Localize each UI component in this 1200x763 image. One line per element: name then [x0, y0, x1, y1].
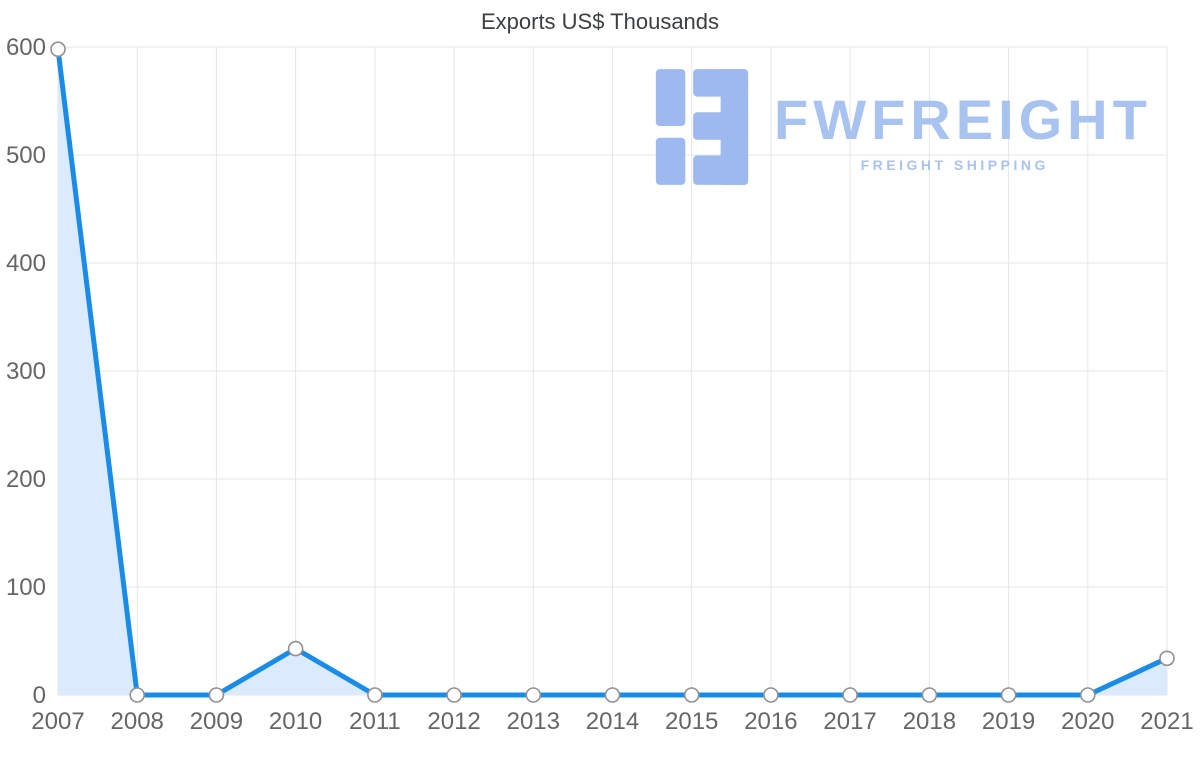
x-tick-label: 2012: [427, 708, 480, 735]
y-tick-label: 100: [6, 574, 46, 601]
x-tick-label: 2021: [1140, 708, 1193, 735]
data-point[interactable]: [683, 687, 700, 703]
y-tick-label: 0: [33, 682, 46, 709]
data-point[interactable]: [842, 687, 858, 703]
y-tick-label: 500: [6, 142, 46, 169]
data-points: [50, 41, 1175, 703]
x-tick-label: 2017: [823, 708, 876, 735]
x-tick-label: 2019: [982, 708, 1035, 735]
y-tick-label: 300: [6, 358, 46, 385]
y-tick-label: 400: [6, 250, 46, 277]
y-tick-label: 600: [6, 34, 46, 61]
data-point[interactable]: [921, 687, 938, 703]
data-point[interactable]: [1000, 687, 1017, 703]
data-point[interactable]: [1159, 650, 1175, 667]
x-tick-label: 2016: [744, 708, 797, 735]
data-point[interactable]: [129, 687, 145, 703]
x-tick-label: 2011: [349, 708, 401, 735]
data-point[interactable]: [208, 687, 225, 703]
y-tick-label: 200: [6, 466, 46, 493]
x-tick-label: 2008: [111, 708, 164, 735]
data-point[interactable]: [604, 687, 621, 703]
data-point[interactable]: [1080, 687, 1096, 703]
x-tick-label: 2018: [903, 708, 956, 735]
x-axis-labels: 2007 2008 2009 2010 2011 2012 2013 2014 2015 2016…: [31, 708, 1193, 735]
chart-title: Exports US$ Thousands: [480, 9, 720, 34]
data-point[interactable]: [287, 640, 304, 657]
gridlines: [57, 46, 1168, 696]
x-tick-label: 2007: [31, 708, 84, 735]
data-point[interactable]: [367, 687, 383, 703]
data-point[interactable]: [763, 687, 779, 703]
x-tick-label: 2010: [269, 708, 322, 735]
x-tick-label: 2015: [665, 708, 718, 735]
data-point[interactable]: [50, 41, 66, 58]
data-point[interactable]: [525, 687, 542, 703]
x-tick-label: 2009: [190, 708, 243, 735]
y-axis-labels: 0 100 200 300 400 500 600: [6, 34, 46, 709]
x-tick-label: 2014: [586, 708, 639, 735]
data-point[interactable]: [446, 687, 462, 703]
x-tick-label: 2013: [507, 708, 560, 735]
x-tick-label: 2020: [1061, 708, 1114, 735]
